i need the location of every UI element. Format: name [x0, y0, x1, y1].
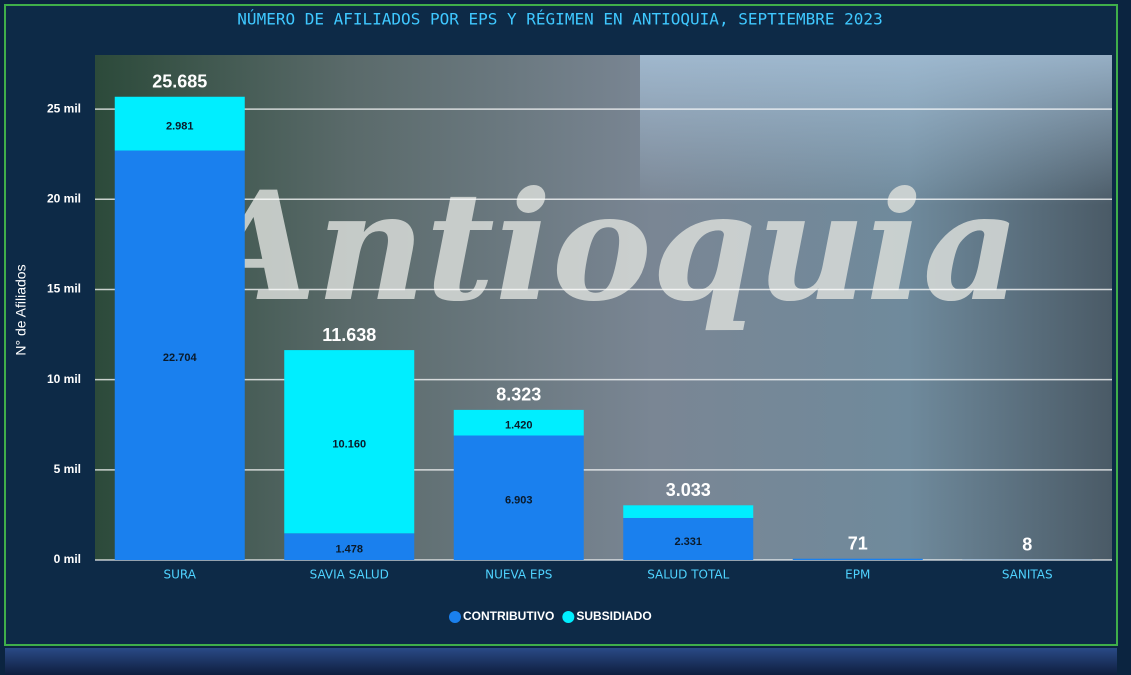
- bar-segment: [623, 505, 753, 518]
- legend-label: CONTRIBUTIVO: [463, 609, 554, 623]
- total-label: 11.638: [322, 325, 376, 345]
- segment-label: 2.981: [166, 121, 194, 133]
- y-tick-label: 0 mil: [54, 552, 81, 566]
- segment-label: 1.420: [505, 420, 533, 432]
- y-tick-label: 20 mil: [47, 191, 81, 205]
- y-tick-label: 10 mil: [47, 372, 81, 386]
- total-label: 8.323: [496, 385, 541, 405]
- segment-label: 2.331: [674, 536, 702, 548]
- total-label: 25.685: [152, 72, 207, 92]
- y-tick-label: 25 mil: [47, 101, 81, 115]
- x-tick-label: NUEVA EPS: [485, 568, 552, 582]
- x-tick-label: EPM: [845, 568, 870, 582]
- x-tick-label: SALUD TOTAL: [647, 568, 729, 582]
- watermark: Antioquia: [188, 159, 1020, 335]
- bar-segment: [793, 559, 923, 560]
- y-tick-label: 5 mil: [54, 462, 81, 476]
- segment-label: 10.160: [332, 439, 366, 451]
- legend-marker: [562, 611, 574, 623]
- y-tick-label: 15 mil: [47, 282, 81, 296]
- legend-label: SUBSIDIADO: [576, 609, 651, 623]
- chart-title: NÚMERO DE AFILIADOS POR EPS Y RÉGIMEN EN…: [237, 10, 882, 29]
- total-label: 3.033: [666, 480, 711, 500]
- footer-band: [5, 648, 1117, 675]
- segment-label: 1.478: [335, 544, 363, 556]
- legend-marker: [449, 611, 461, 623]
- segment-label: 6.903: [505, 495, 533, 507]
- x-tick-label: SAVIA SALUD: [310, 568, 389, 582]
- x-tick-label: SURA: [164, 568, 197, 582]
- x-tick-label: SANITAS: [1002, 568, 1053, 582]
- segment-label: 22.704: [163, 352, 198, 364]
- chart: NÚMERO DE AFILIADOS POR EPS Y RÉGIMEN EN…: [0, 0, 1131, 675]
- total-label: 71: [848, 533, 868, 553]
- total-label: 8: [1022, 535, 1032, 555]
- y-axis-title: N° de Afiliados: [13, 264, 29, 355]
